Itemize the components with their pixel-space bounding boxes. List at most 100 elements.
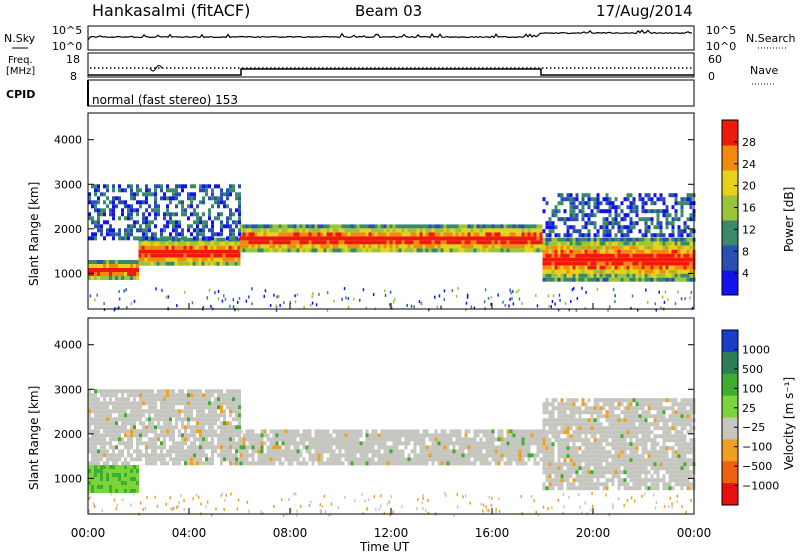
heatmap-cell	[614, 221, 618, 226]
heatmap-cell	[154, 397, 157, 402]
heatmap-cell	[617, 253, 621, 258]
heatmap-cell	[662, 197, 666, 202]
heatmap-cell	[554, 482, 558, 487]
heatmap-cell	[187, 417, 190, 422]
heatmap-cell	[368, 437, 372, 442]
heatmap-cell	[239, 449, 243, 454]
heatmap-cell	[494, 248, 498, 253]
heatmap-cell	[653, 253, 657, 258]
heatmap-cell	[136, 441, 139, 446]
heatmap-cell	[668, 245, 672, 250]
heatmap-cell	[392, 441, 396, 446]
heatmap-cell	[112, 437, 115, 442]
heatmap-cell	[578, 241, 582, 246]
heatmap-cell	[539, 429, 543, 434]
heatmap-cell	[659, 245, 663, 250]
heatmap-cell	[674, 241, 678, 246]
heatmap-cell	[190, 397, 193, 402]
heatmap-cell	[662, 233, 666, 238]
heatmap-cell	[220, 224, 223, 229]
heatmap-cell	[620, 249, 624, 254]
heatmap-cell	[611, 482, 615, 487]
heatmap-cell	[91, 469, 94, 473]
heatmap-cell	[239, 453, 243, 458]
heatmap-cell	[569, 446, 573, 451]
heatmap-cell	[509, 461, 513, 466]
heatmap-cell	[668, 193, 672, 198]
heatmap-cell	[533, 437, 537, 442]
heatmap-cell	[145, 425, 148, 430]
heatmap-cell	[198, 245, 202, 250]
heatmap-cell	[512, 224, 516, 229]
heatmap-cell	[518, 437, 522, 442]
heatmap-cell	[220, 192, 223, 197]
heatmap-cell	[458, 244, 462, 249]
heatmap-cell	[629, 430, 633, 435]
heatmap-cell	[440, 449, 444, 454]
heatmap-cell	[629, 241, 633, 246]
heatmap-cell	[563, 446, 567, 451]
heatmap-cell	[449, 449, 453, 454]
heatmap-cell	[157, 417, 160, 422]
heatmap-cell	[199, 417, 202, 422]
heatmap-cell	[187, 421, 190, 426]
heatmap-cell	[473, 457, 477, 462]
heatmap-cell	[127, 429, 130, 434]
heatmap-cell	[237, 308, 240, 312]
heatmap-cell	[404, 461, 408, 466]
heatmap-cell	[413, 244, 417, 249]
heatmap-cell	[452, 224, 456, 229]
heatmap-cell	[635, 398, 639, 403]
heatmap-cell	[353, 461, 357, 466]
heatmap-cell	[222, 245, 226, 250]
heatmap-cell	[536, 445, 540, 450]
heatmap-cell	[308, 236, 312, 241]
heatmap-cell	[605, 426, 609, 431]
heatmap-cell	[617, 237, 621, 242]
heatmap-cell	[590, 213, 594, 218]
heatmap-cell	[181, 401, 184, 406]
heatmap-cell	[97, 441, 100, 446]
heatmap-cell	[677, 217, 681, 222]
heatmap-cell	[238, 401, 241, 406]
heatmap-cell	[94, 389, 97, 394]
heatmap-cell	[551, 426, 555, 431]
heatmap-cell	[599, 265, 603, 270]
heatmap-cell	[680, 209, 684, 214]
heatmap-cell	[205, 236, 208, 241]
heatmap-cell	[112, 409, 115, 414]
heatmap-cell	[593, 470, 597, 475]
heatmap-cell	[181, 425, 184, 430]
heatmap-cell	[183, 245, 187, 250]
heatmap-cell	[440, 445, 444, 450]
heatmap-cell	[238, 405, 241, 410]
heatmap-cell	[464, 441, 468, 446]
heatmap-cell	[587, 442, 591, 447]
heatmap-cell	[629, 406, 633, 411]
heatmap-cell	[157, 453, 160, 458]
heatmap-cell	[127, 236, 130, 241]
heatmap-cell	[165, 295, 168, 299]
heatmap-cell	[269, 429, 273, 434]
heatmap-cell	[689, 241, 693, 246]
heatmap-cell	[575, 261, 579, 266]
heatmap-cell	[605, 430, 609, 435]
heatmap-cell	[91, 433, 94, 438]
heatmap-cell	[184, 453, 187, 458]
heatmap-cell	[626, 277, 630, 282]
heatmap-cell	[608, 305, 611, 309]
heatmap-cell	[232, 429, 235, 434]
heatmap-cell	[629, 398, 633, 403]
heatmap-cell	[611, 217, 615, 222]
heatmap-cell	[332, 244, 336, 249]
heatmap-cell	[257, 232, 261, 237]
heatmap-cell	[190, 417, 193, 422]
heatmap-cell	[605, 261, 609, 266]
heatmap-cell	[389, 433, 393, 438]
heatmap-cell	[141, 253, 145, 258]
heatmap-cell	[575, 257, 579, 262]
heatmap-cell	[644, 486, 648, 491]
heatmap-cell	[617, 430, 621, 435]
heatmap-cell	[605, 257, 609, 262]
heatmap-cell	[94, 260, 97, 264]
